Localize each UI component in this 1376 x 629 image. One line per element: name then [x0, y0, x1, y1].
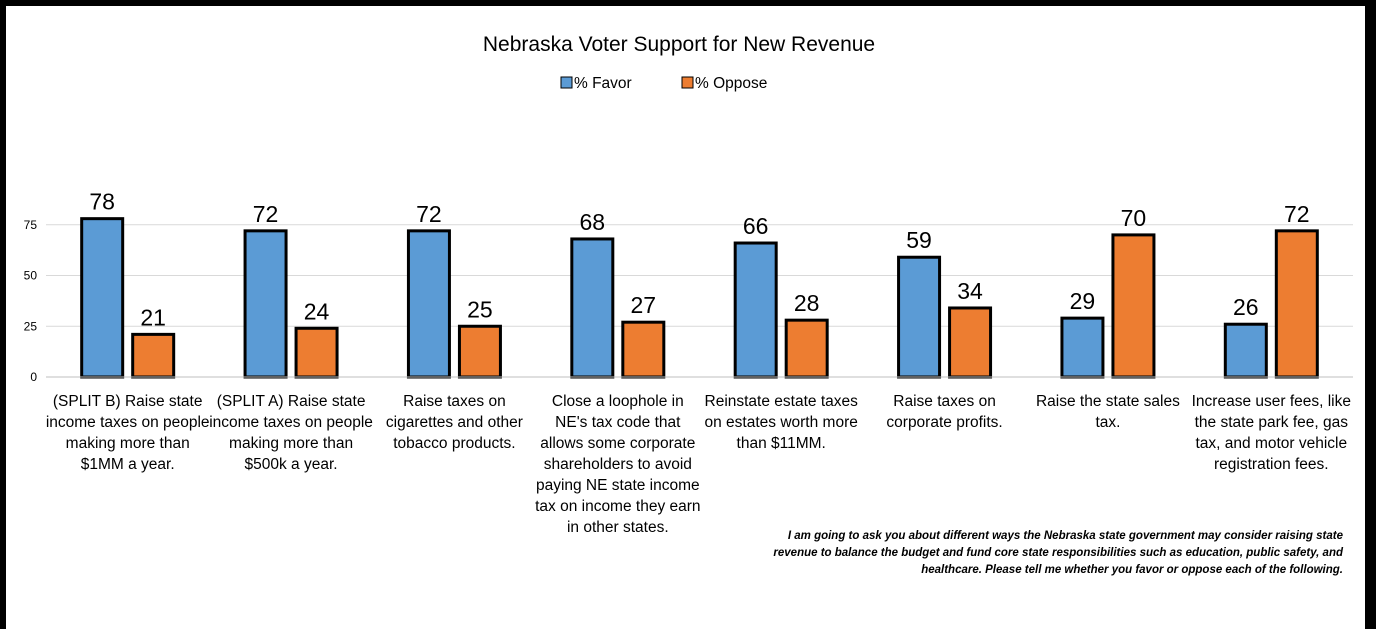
- bar-oppose-3: [621, 320, 666, 379]
- y-tick-label-1: 25: [24, 319, 38, 333]
- bar-favor-2: [406, 229, 451, 379]
- bar-favor-6: [1060, 316, 1105, 379]
- chart-frame: Nebraska Voter Support for New Revenue % …: [6, 6, 1365, 629]
- chart-canvas: Nebraska Voter Support for New Revenue % …: [24, 33, 1353, 384]
- data-label-oppose-4: 28: [794, 290, 820, 316]
- data-label-oppose-6: 70: [1121, 205, 1147, 231]
- y-tick-label-3: 75: [24, 218, 38, 232]
- bar-favor-5: [897, 255, 942, 379]
- bar-oppose-5: [948, 306, 993, 379]
- legend-label-1: % Oppose: [695, 75, 767, 92]
- bar-favor-1: [243, 229, 288, 379]
- data-label-favor-3: 68: [580, 209, 606, 235]
- data-label-favor-4: 66: [743, 213, 769, 239]
- bar-favor-7: [1223, 322, 1268, 379]
- data-label-oppose-5: 34: [957, 278, 983, 304]
- data-label-favor-0: 78: [89, 189, 115, 215]
- legend-swatch-1: [681, 76, 694, 89]
- category-label-1: (SPLIT A) Raise state income taxes on pe…: [209, 393, 373, 473]
- bar-favor-0: [80, 217, 125, 379]
- bar-oppose-2: [457, 324, 502, 379]
- bar-oppose-0: [131, 332, 176, 379]
- data-label-favor-5: 59: [906, 227, 932, 253]
- category-label-3: Close a loophole in NE's tax code that a…: [535, 393, 701, 536]
- bar-oppose-7: [1274, 229, 1319, 379]
- category-label-7: Increase user fees, like the state park …: [1191, 393, 1351, 473]
- data-label-favor-2: 72: [416, 201, 442, 227]
- bar-oppose-1: [294, 326, 339, 379]
- data-label-favor-7: 26: [1233, 294, 1259, 320]
- category-label-5: Raise taxes on corporate profits.: [886, 393, 1003, 431]
- data-label-favor-6: 29: [1070, 288, 1096, 314]
- category-label-0: (SPLIT B) Raise state income taxes on pe…: [45, 393, 210, 473]
- category-label-4: Reinstate estate taxes on estates worth …: [704, 393, 858, 452]
- y-tick-label-0: 0: [30, 370, 37, 384]
- bar-oppose-6: [1111, 233, 1156, 379]
- bar-favor-4: [733, 241, 778, 379]
- data-label-favor-1: 72: [253, 201, 279, 227]
- data-label-oppose-2: 25: [467, 296, 493, 322]
- data-label-oppose-1: 24: [304, 298, 330, 324]
- bar-favor-3: [570, 237, 615, 379]
- survey-question-footnote: I am going to ask you about different wa…: [773, 530, 1343, 576]
- legend-label-0: % Favor: [574, 75, 632, 92]
- data-label-oppose-3: 27: [631, 292, 657, 318]
- data-label-oppose-0: 21: [140, 304, 166, 330]
- data-label-oppose-7: 72: [1284, 201, 1310, 227]
- bar-oppose-4: [784, 318, 829, 379]
- chart-title: Nebraska Voter Support for New Revenue: [483, 33, 875, 56]
- legend-swatch-0: [560, 76, 573, 89]
- category-label-6: Raise the state sales tax.: [1035, 393, 1180, 431]
- category-label-2: Raise taxes on cigarettes and other toba…: [385, 393, 523, 452]
- y-tick-label-2: 50: [24, 269, 38, 283]
